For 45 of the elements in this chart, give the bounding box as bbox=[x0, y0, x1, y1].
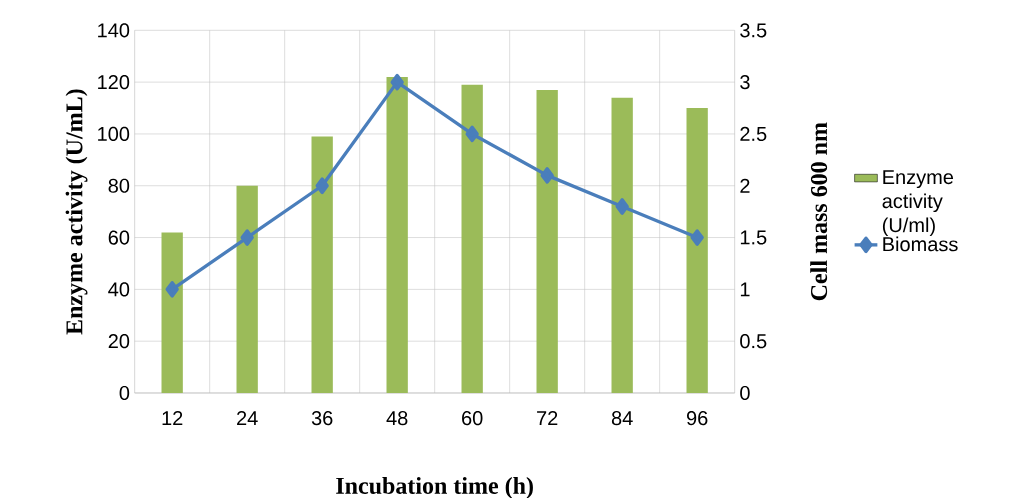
y2-axis-title: Cell mass 600 nm bbox=[810, 122, 828, 301]
bar bbox=[236, 185, 258, 393]
point bbox=[615, 198, 629, 215]
y-axis-title: Enzyme activity (U/mL) bbox=[65, 89, 88, 335]
point bbox=[315, 177, 329, 195]
point bbox=[690, 229, 704, 246]
bar bbox=[611, 97, 633, 393]
y-tick-label: 0 bbox=[119, 385, 130, 401]
y2-tick-label: 3.5 bbox=[740, 23, 767, 38]
y-tick-label: 120 bbox=[98, 75, 130, 90]
x-tick-label: 24 bbox=[237, 411, 258, 425]
bar bbox=[461, 84, 483, 393]
x-tick-label: 96 bbox=[686, 411, 708, 426]
y-tick-label: 100 bbox=[98, 126, 130, 142]
y2-tick-label: 2 bbox=[740, 178, 750, 193]
bar bbox=[536, 89, 558, 393]
x-tick-label: 84 bbox=[611, 411, 633, 426]
x-tick-label: 12 bbox=[162, 411, 183, 425]
x-tick-label: 36 bbox=[311, 411, 333, 426]
point bbox=[390, 73, 404, 91]
point bbox=[540, 167, 554, 184]
y2-tick-label: 2.5 bbox=[740, 126, 767, 142]
y-tick-label: 40 bbox=[108, 282, 130, 297]
x-tick-label: 48 bbox=[386, 411, 408, 426]
bar bbox=[386, 76, 408, 393]
legend-label: Biomass bbox=[883, 236, 958, 252]
point bbox=[165, 281, 179, 298]
bar bbox=[161, 232, 183, 393]
y2-tick-label: 1.5 bbox=[740, 230, 767, 245]
y-tick-label: 80 bbox=[108, 178, 130, 193]
bar bbox=[311, 136, 333, 393]
y2-tick-label: 1 bbox=[740, 282, 750, 297]
bar bbox=[686, 108, 708, 393]
x-tick-label: 60 bbox=[462, 411, 483, 426]
y2-tick-label: 3 bbox=[740, 75, 750, 90]
point bbox=[465, 125, 479, 143]
legend-label: Enzyme activity (U/ml) bbox=[882, 170, 954, 237]
y-tick-label: 20 bbox=[108, 334, 130, 349]
y-tick-label: 60 bbox=[108, 230, 130, 245]
y2-tick-label: 0.5 bbox=[740, 334, 767, 349]
x-axis-title: Incubation time (h) bbox=[336, 477, 533, 498]
y-tick-label: 140 bbox=[98, 23, 130, 38]
y2-tick-label: 0 bbox=[740, 385, 750, 401]
point bbox=[240, 229, 254, 246]
x-tick-label: 72 bbox=[537, 411, 558, 425]
